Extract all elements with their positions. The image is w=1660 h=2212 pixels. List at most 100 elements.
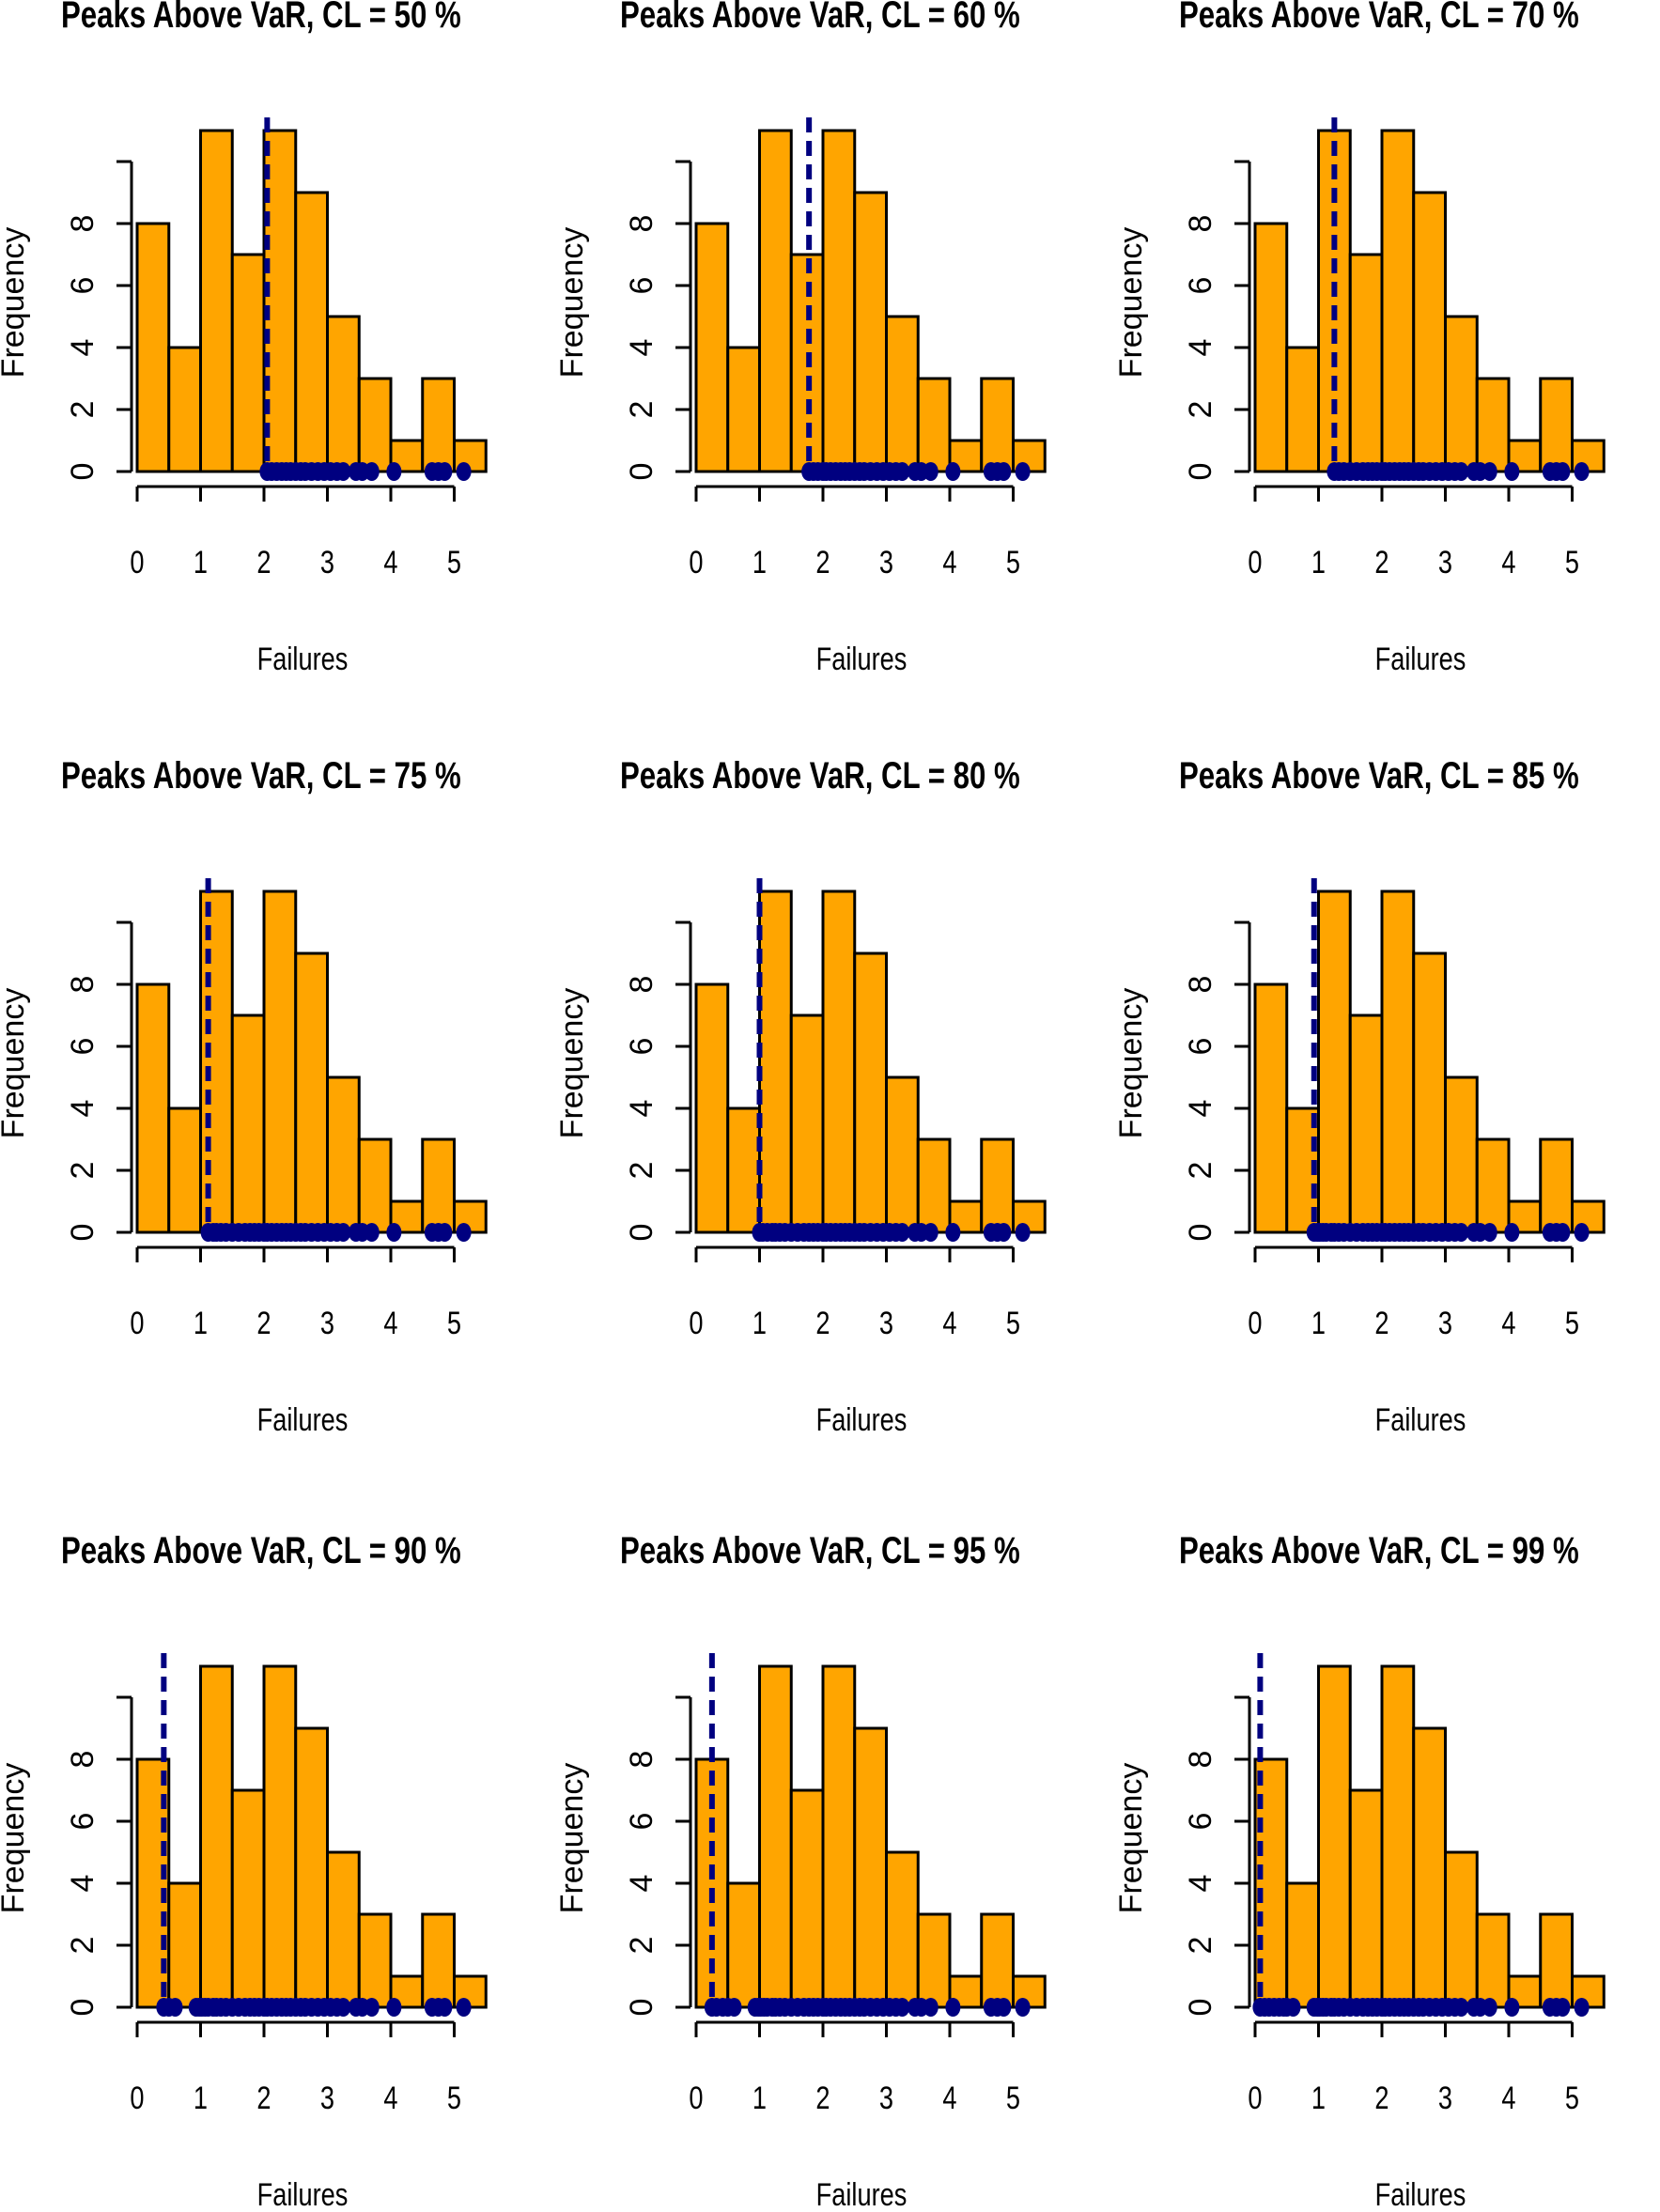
histogram-bar: [230, 1788, 266, 2009]
x-tick-label: 5: [1565, 1305, 1579, 1341]
y-tick-label: 6: [624, 1038, 659, 1056]
rug-point: [1574, 1998, 1590, 2017]
y-tick-label: 2: [624, 1162, 659, 1180]
histogram-bar: [1253, 982, 1289, 1234]
histogram-svg: 0 1 2 3 4 5 Failures 0 2 4 6 8 Frequency: [0, 1653, 488, 2212]
histogram-bar: [1412, 1726, 1447, 2009]
histogram-bar: [789, 1788, 825, 2009]
histogram-bar: [262, 889, 298, 1234]
y-axis-label: Frequency: [1113, 988, 1149, 1139]
y-tick-label: 2: [1183, 401, 1218, 419]
histogram-bar: [1444, 1075, 1479, 1234]
x-tick-label: 4: [1501, 1305, 1515, 1341]
rug-point: [945, 462, 961, 481]
rug-point: [894, 1223, 910, 1242]
histogram-bar: [885, 315, 920, 473]
histogram-bar: [853, 191, 888, 473]
rug-point: [456, 1223, 472, 1242]
chart-title: Peaks Above VaR, CL = 60 %: [620, 0, 1020, 36]
histogram-panel: Peaks Above VaR, CL = 95 % 0 1 2 3 4 5 Failures…: [554, 1530, 1101, 2212]
rug-point: [1453, 1223, 1469, 1242]
rug-point: [726, 1998, 742, 2017]
histogram-panel: Peaks Above VaR, CL = 80 % 0 1 2 3 4 5 Failures…: [554, 755, 1101, 1438]
rug-point: [1504, 1223, 1520, 1242]
x-tick-label: 0: [130, 1305, 144, 1341]
histogram-bar: [326, 1075, 361, 1234]
histogram-bar: [135, 222, 171, 473]
y-tick-label: 0: [1183, 463, 1218, 481]
y-tick-label: 4: [1183, 1875, 1218, 1893]
y-tick-label: 8: [65, 1751, 101, 1769]
x-tick-label: 1: [752, 1305, 767, 1341]
y-tick-label: 4: [1183, 1100, 1218, 1118]
histogram-bar: [821, 889, 857, 1234]
rug-point: [364, 1223, 380, 1242]
histogram-bar: [1539, 377, 1574, 473]
rug-point: [335, 1223, 351, 1242]
x-axis-label: Failures: [1375, 641, 1466, 677]
x-tick-label: 4: [942, 1305, 956, 1341]
y-tick-label: 2: [1183, 1162, 1218, 1180]
rug-point: [1555, 462, 1571, 481]
histogram-bar: [1012, 1974, 1047, 2009]
x-tick-label: 3: [320, 1305, 334, 1341]
histogram-bar: [1348, 1788, 1384, 2009]
x-tick-label: 1: [194, 544, 208, 580]
histogram-bar: [421, 377, 456, 473]
chart-title: Peaks Above VaR, CL = 70 %: [1179, 0, 1579, 36]
y-tick-label: 6: [65, 1813, 101, 1831]
y-tick-label: 0: [624, 1224, 659, 1242]
y-tick-label: 2: [1183, 1937, 1218, 1955]
x-tick-label: 4: [942, 2080, 956, 2116]
x-tick-label: 4: [1501, 544, 1515, 580]
y-axis-label: Frequency: [554, 1763, 590, 1914]
histogram-bar: [1285, 346, 1320, 473]
x-tick-label: 3: [320, 544, 334, 580]
y-tick-label: 2: [65, 401, 101, 419]
x-tick-label: 2: [256, 2080, 271, 2116]
histogram-bar: [980, 377, 1015, 473]
histogram-svg: 0 1 2 3 4 5 Failures 0 2 4 6 8 Frequency: [0, 878, 488, 1438]
rug-point: [1555, 1998, 1571, 2017]
y-tick-label: 0: [624, 1999, 659, 2017]
x-tick-label: 2: [815, 544, 830, 580]
histogram-svg: 0 1 2 3 4 5 Failures 0 2 4 6 8 Frequency: [554, 1653, 1047, 2212]
rug-point: [1453, 462, 1469, 481]
rug-point: [335, 1998, 351, 2017]
y-axis-label: Frequency: [554, 988, 590, 1139]
histogram-bar: [294, 1726, 329, 2009]
rug-point: [1504, 462, 1520, 481]
histogram-bar: [1539, 1912, 1574, 2009]
histogram-bar: [821, 129, 857, 473]
x-tick-label: 4: [383, 2080, 397, 2116]
y-tick-label: 0: [624, 463, 659, 481]
chart-title: Peaks Above VaR, CL = 99 %: [1179, 1530, 1579, 1571]
histogram-bar: [789, 1013, 825, 1234]
x-tick-label: 2: [256, 1305, 271, 1341]
x-axis-label: Failures: [816, 2176, 908, 2212]
histogram-bar: [1539, 1137, 1574, 1234]
x-tick-label: 3: [320, 2080, 334, 2116]
y-tick-label: 6: [1183, 1813, 1218, 1831]
rug-point: [996, 1223, 1012, 1242]
rug-point: [1015, 1998, 1031, 2017]
histogram-bar: [726, 1881, 761, 2009]
histogram-bar: [821, 1664, 857, 2009]
x-tick-label: 4: [383, 544, 397, 580]
rug-point: [437, 1998, 453, 2017]
rug-point: [437, 462, 453, 481]
y-tick-label: 8: [624, 1751, 659, 1769]
y-tick-label: 0: [65, 1999, 101, 2017]
x-axis-label: Failures: [1375, 1401, 1466, 1438]
y-tick-label: 2: [65, 1162, 101, 1180]
y-tick-label: 6: [1183, 277, 1218, 295]
x-tick-label: 3: [879, 544, 893, 580]
histogram-panel: Peaks Above VaR, CL = 70 % 0 1 2 3 4 5 Failures…: [1113, 0, 1660, 677]
x-tick-label: 3: [879, 1305, 893, 1341]
x-tick-label: 0: [130, 2080, 144, 2116]
histogram-bar: [230, 253, 266, 473]
rug-point: [1574, 462, 1590, 481]
x-axis-label: Failures: [816, 1401, 908, 1438]
chart-title: Peaks Above VaR, CL = 95 %: [620, 1530, 1020, 1571]
histogram-bar: [167, 1106, 202, 1234]
